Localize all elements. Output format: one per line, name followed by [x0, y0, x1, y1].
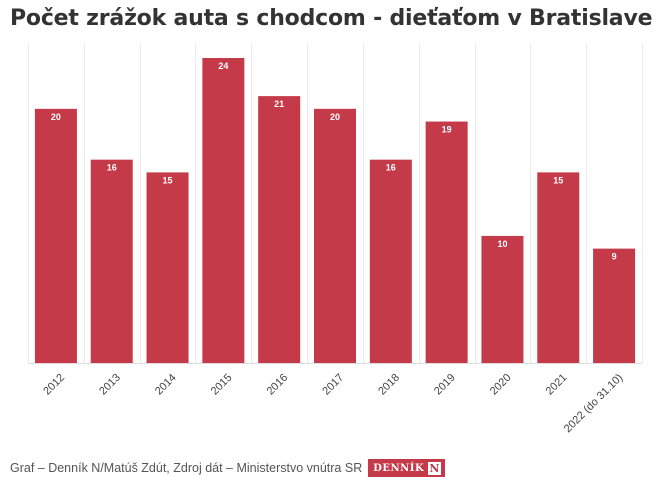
- bar: [314, 108, 356, 363]
- bar: [369, 159, 412, 363]
- x-tick-label: 2014: [153, 372, 179, 398]
- footer: Graf – Denník N/Matúš Zdút, Zdroj dát – …: [10, 459, 446, 477]
- data-label: 15: [553, 175, 563, 185]
- data-label: 24: [218, 61, 228, 71]
- logo-text: DENNÍK: [373, 462, 425, 474]
- bar: [34, 108, 77, 363]
- x-tick-label: 2018: [376, 372, 402, 398]
- data-label: 16: [107, 163, 117, 173]
- x-tick-label: 2016: [265, 372, 291, 398]
- data-label: 20: [51, 112, 61, 122]
- bar: [90, 159, 133, 363]
- dennik-n-logo: DENNÍK: [368, 459, 446, 477]
- bar: [593, 248, 636, 363]
- bar: [481, 235, 524, 363]
- bar: [537, 172, 580, 363]
- bar: [202, 58, 245, 363]
- x-tick-label: 2021: [544, 372, 570, 398]
- x-tick-label: 2015: [209, 372, 235, 398]
- dennik-n-icon: [428, 461, 442, 475]
- x-tick-label: 2022 (do 31.10): [562, 372, 625, 435]
- data-label: 20: [330, 112, 340, 122]
- x-tick-label: 2020: [488, 372, 514, 398]
- bar: [258, 96, 301, 363]
- x-tick-label: 2017: [320, 372, 346, 398]
- x-tick-label: 2013: [97, 372, 123, 398]
- data-label: 9: [612, 252, 617, 262]
- chart-title: Počet zrážok auta s chodcom - dieťaťom v…: [10, 6, 653, 31]
- data-label: 16: [386, 163, 396, 173]
- data-label: 19: [442, 125, 452, 135]
- credit-text: Graf – Denník N/Matúš Zdút, Zdroj dát – …: [10, 461, 363, 475]
- data-label: 10: [497, 239, 507, 249]
- bar: [146, 172, 189, 363]
- data-label: 21: [274, 99, 284, 109]
- bar: [425, 121, 468, 364]
- x-tick-label: 2019: [432, 372, 458, 398]
- data-label: 15: [163, 175, 173, 185]
- x-tick-label: 2012: [41, 372, 67, 398]
